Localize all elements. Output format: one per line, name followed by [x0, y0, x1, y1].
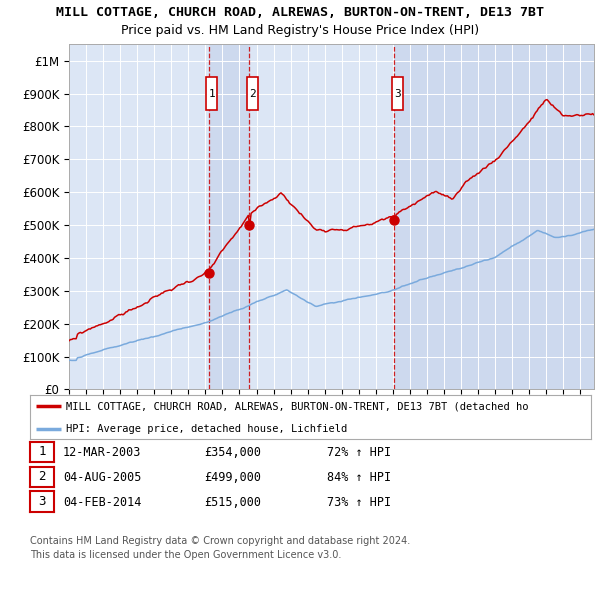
Text: £515,000: £515,000 — [204, 496, 261, 509]
Bar — [394, 44, 594, 389]
Text: 2: 2 — [38, 470, 46, 483]
Text: £354,000: £354,000 — [204, 446, 261, 459]
Text: HPI: Average price, detached house, Lichfield: HPI: Average price, detached house, Lich… — [67, 424, 348, 434]
Text: Contains HM Land Registry data © Crown copyright and database right 2024.: Contains HM Land Registry data © Crown c… — [30, 536, 410, 546]
Text: 2: 2 — [249, 88, 256, 99]
Text: 72% ↑ HPI: 72% ↑ HPI — [327, 446, 391, 459]
FancyBboxPatch shape — [247, 77, 258, 110]
Text: 3: 3 — [38, 495, 46, 508]
Text: 3: 3 — [394, 88, 401, 99]
Text: Price paid vs. HM Land Registry's House Price Index (HPI): Price paid vs. HM Land Registry's House … — [121, 24, 479, 37]
Text: 73% ↑ HPI: 73% ↑ HPI — [327, 496, 391, 509]
FancyBboxPatch shape — [392, 77, 403, 110]
Text: 04-FEB-2014: 04-FEB-2014 — [63, 496, 142, 509]
Text: 12-MAR-2003: 12-MAR-2003 — [63, 446, 142, 459]
Text: MILL COTTAGE, CHURCH ROAD, ALREWAS, BURTON-ON-TRENT, DE13 7BT (detached ho: MILL COTTAGE, CHURCH ROAD, ALREWAS, BURT… — [67, 401, 529, 411]
Bar — [209, 44, 250, 389]
Text: MILL COTTAGE, CHURCH ROAD, ALREWAS, BURTON-ON-TRENT, DE13 7BT: MILL COTTAGE, CHURCH ROAD, ALREWAS, BURT… — [56, 6, 544, 19]
Text: 1: 1 — [208, 88, 215, 99]
Text: This data is licensed under the Open Government Licence v3.0.: This data is licensed under the Open Gov… — [30, 550, 341, 560]
Text: 84% ↑ HPI: 84% ↑ HPI — [327, 471, 391, 484]
Text: £499,000: £499,000 — [204, 471, 261, 484]
FancyBboxPatch shape — [206, 77, 217, 110]
Text: 04-AUG-2005: 04-AUG-2005 — [63, 471, 142, 484]
Text: 1: 1 — [38, 445, 46, 458]
